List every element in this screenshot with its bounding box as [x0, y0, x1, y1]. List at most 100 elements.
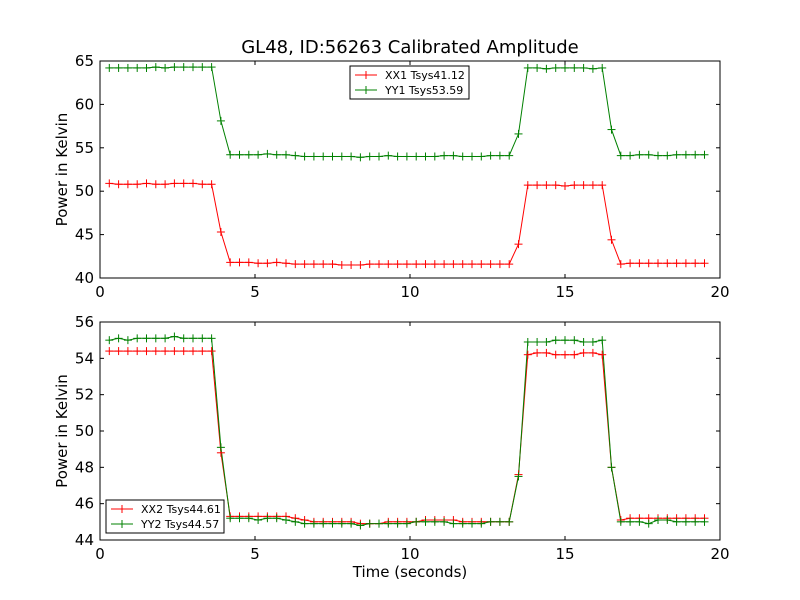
- data-point: [672, 150, 681, 159]
- y-tick-label: 45: [75, 226, 94, 244]
- data-point: [123, 180, 132, 189]
- data-point: [347, 152, 356, 161]
- data-point: [440, 517, 449, 526]
- data-point: [142, 63, 151, 72]
- data-point: [170, 63, 179, 72]
- data-point: [635, 259, 644, 268]
- data-point: [356, 521, 365, 530]
- data-point: [105, 336, 114, 345]
- data-point: [607, 235, 616, 244]
- data-point: [449, 260, 458, 269]
- data-point: [198, 180, 207, 189]
- data-point: [477, 152, 486, 161]
- data-point: [189, 63, 197, 72]
- data-point: [430, 517, 439, 526]
- top-axes: 0 5 10 15 20 40 45 50 55 60 65 Power in Kelvin XX1…: [53, 52, 730, 301]
- data-point: [207, 334, 216, 343]
- data-point: [309, 152, 318, 161]
- data-point: [449, 151, 458, 160]
- data-point: [533, 63, 542, 72]
- legend-label: YY1 Tsys53.59: [384, 84, 463, 97]
- data-point: [328, 152, 337, 161]
- data-point: [551, 181, 560, 190]
- data-point: [161, 180, 170, 189]
- data-point: [616, 517, 625, 526]
- data-point: [198, 334, 207, 343]
- x-tick-label: 20: [710, 545, 729, 563]
- data-point: [133, 63, 142, 72]
- y-tick-label: 54: [75, 349, 94, 367]
- data-point: [468, 152, 476, 161]
- data-point: [272, 150, 281, 159]
- data-point: [356, 153, 365, 162]
- data-point: [179, 63, 188, 72]
- data-point: [672, 259, 681, 268]
- data-point: [644, 150, 653, 159]
- data-point: [700, 517, 709, 526]
- data-point: [542, 64, 551, 73]
- data-point: [681, 517, 690, 526]
- x-tick-label: 15: [555, 545, 574, 563]
- data-point: [691, 517, 700, 526]
- legend-label: XX2 Tsys44.61: [141, 503, 221, 516]
- data-point: [663, 151, 672, 160]
- data-point: [514, 129, 523, 138]
- data-point: [282, 150, 290, 159]
- data-point: [616, 151, 625, 160]
- data-point: [216, 116, 225, 125]
- data-point: [598, 63, 607, 72]
- data-point: [337, 519, 346, 528]
- data-point: [421, 152, 430, 161]
- data-point: [226, 514, 235, 523]
- data-point: [384, 519, 393, 528]
- data-point: [375, 152, 383, 161]
- data-point: [654, 259, 662, 268]
- data-point: [235, 150, 244, 159]
- y-tick-label: 56: [75, 313, 94, 331]
- data-point: [681, 150, 690, 159]
- data-point: [244, 514, 253, 523]
- data-point: [570, 350, 579, 359]
- data-point: [430, 152, 439, 161]
- data-point: [505, 151, 514, 160]
- data-point: [663, 259, 672, 268]
- data-point: [170, 347, 179, 356]
- data-point: [579, 348, 588, 357]
- data-point: [161, 347, 170, 356]
- data-point: [123, 336, 132, 345]
- data-point: [179, 179, 188, 188]
- data-point: [579, 337, 588, 346]
- data-point: [588, 337, 597, 346]
- data-point: [198, 347, 207, 356]
- data-point: [105, 63, 114, 72]
- data-point: [365, 152, 374, 161]
- data-point: [375, 260, 383, 269]
- data-point: [291, 151, 300, 160]
- data-point: [365, 260, 374, 269]
- data-point: [235, 258, 244, 267]
- data-point: [561, 350, 569, 359]
- data-point: [114, 334, 123, 343]
- data-point: [440, 260, 449, 269]
- data-point: [105, 179, 114, 188]
- series-line-0-0: [109, 182, 705, 266]
- data-point: [607, 125, 616, 134]
- y-tick-label: 55: [75, 139, 94, 157]
- data-point: [319, 260, 328, 269]
- data-point: [551, 63, 560, 72]
- data-point: [189, 347, 197, 356]
- data-point: [626, 259, 635, 268]
- data-point: [309, 519, 318, 528]
- data-point: [486, 517, 495, 526]
- data-point: [375, 519, 383, 528]
- data-point: [151, 347, 160, 356]
- data-point: [495, 517, 504, 526]
- data-point: [179, 334, 188, 343]
- x-tick-label: 5: [250, 545, 260, 563]
- data-point: [598, 350, 607, 359]
- y-tick-label: 50: [75, 182, 94, 200]
- data-point: [133, 347, 142, 356]
- y-tick-label: 50: [75, 422, 94, 440]
- data-point: [626, 517, 635, 526]
- data-point: [672, 517, 681, 526]
